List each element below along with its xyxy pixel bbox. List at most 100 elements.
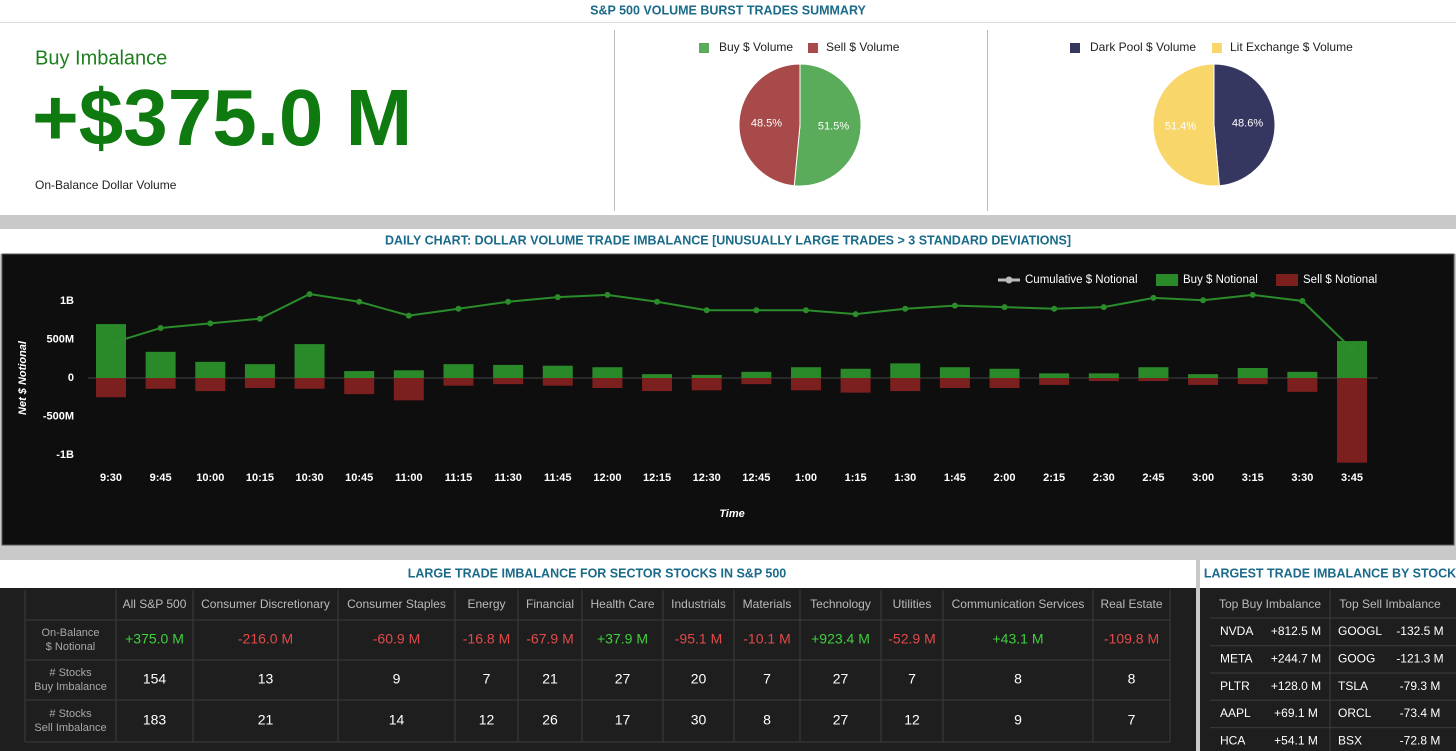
table-cell: -79.3 M [1400, 679, 1441, 693]
bar [195, 361, 226, 378]
bar [1138, 367, 1169, 378]
bar [443, 364, 474, 378]
table-cell: 27 [615, 671, 631, 687]
summary-value: +$375.0 M [32, 73, 412, 162]
x-axis-label: Time [719, 508, 744, 520]
bar [344, 371, 375, 378]
column-header: Financial [526, 597, 574, 611]
bar [1088, 378, 1119, 382]
pie-slice [738, 63, 801, 187]
x-tick-label: 11:00 [395, 472, 423, 484]
bar [790, 378, 821, 391]
bar [542, 365, 573, 378]
summary-caption: On-Balance Dollar Volume [35, 178, 177, 192]
table-cell: -72.8 M [1400, 733, 1441, 747]
line-point [604, 291, 611, 298]
pie-slice [1152, 63, 1220, 187]
bar [840, 378, 871, 393]
line-point [1150, 294, 1157, 301]
bar [1337, 378, 1367, 463]
slice-label: 48.5% [751, 117, 782, 129]
x-tick-label: 2:45 [1142, 472, 1164, 484]
legend-label: Cumulative $ Notional [1025, 274, 1138, 286]
line-point [207, 320, 214, 327]
table-cell: -67.9 M [526, 631, 573, 647]
line-point [1299, 298, 1306, 304]
bar [989, 368, 1020, 378]
bar [691, 378, 722, 391]
table-cell: 13 [258, 671, 274, 687]
table-cell: -10.1 M [743, 631, 790, 647]
x-tick-label: 10:15 [246, 472, 274, 484]
table-cell: -95.1 M [675, 631, 722, 647]
column-header: Communication Services [952, 597, 1085, 611]
pie-slice [1213, 63, 1276, 187]
x-tick-label: 12:30 [693, 472, 721, 484]
slice-label: 51.4% [1165, 120, 1196, 132]
line-point [256, 315, 263, 322]
x-tick-label: 11:15 [445, 472, 473, 484]
line-point [654, 298, 661, 305]
x-tick-label: 2:30 [1093, 472, 1115, 484]
x-tick-label: 3:45 [1341, 472, 1363, 484]
x-tick-label: 11:30 [494, 472, 522, 484]
table-title: LARGE TRADE IMBALANCE FOR SECTOR STOCKS … [408, 566, 787, 580]
x-tick-label: 1:30 [894, 472, 916, 484]
bar [642, 374, 673, 378]
bar [741, 378, 772, 385]
summary-label: Buy Imbalance [35, 47, 167, 69]
line-point [1001, 304, 1008, 311]
chart-area [1, 253, 1455, 546]
x-tick-label: 11:45 [544, 472, 572, 484]
table-cell: 27 [833, 671, 849, 687]
bar [145, 378, 176, 389]
legend-label: Sell $ Notional [1303, 274, 1377, 286]
table-cell: 7 [1128, 712, 1136, 728]
bar [393, 378, 424, 401]
table-title-bar [0, 560, 1196, 588]
line-point [108, 340, 114, 347]
x-tick-label: 12:00 [593, 472, 621, 484]
table-cell: 20 [691, 671, 707, 687]
line-point [157, 324, 164, 331]
table-cell: 8 [763, 712, 771, 728]
x-tick-label: 12:45 [742, 472, 770, 484]
column-header: Real Estate [1100, 597, 1162, 611]
x-tick-label: 3:30 [1291, 472, 1313, 484]
line-point [1200, 297, 1207, 304]
stock-table [1200, 588, 1456, 751]
sector-table [0, 588, 1196, 751]
column-header: Energy [467, 597, 505, 611]
x-tick-label: 10:45 [345, 472, 373, 484]
table-cell: 30 [691, 712, 707, 728]
table-cell: 26 [542, 712, 558, 728]
bar [96, 378, 126, 398]
x-tick-label: 2:00 [994, 472, 1016, 484]
bar [344, 378, 375, 395]
table-cell: 12 [479, 712, 495, 728]
legend-swatch [699, 43, 709, 53]
legend-swatch [1070, 43, 1080, 53]
x-tick-label: 10:00 [196, 472, 224, 484]
bar [294, 378, 325, 389]
table-cell: 21 [542, 671, 558, 687]
table-cell: 7 [763, 671, 771, 687]
column-header: Materials [743, 597, 792, 611]
bar [542, 378, 573, 386]
table-cell: +54.1 M [1274, 733, 1318, 747]
legend-swatch [1276, 274, 1298, 286]
bar [939, 378, 970, 389]
bar [790, 367, 821, 378]
table-cell: -216.0 M [238, 631, 293, 647]
line-point [753, 307, 760, 314]
bar [1188, 374, 1219, 378]
table-cell: 17 [615, 712, 631, 728]
table-cell: +128.0 M [1271, 679, 1321, 693]
table-cell: GOOGL [1338, 624, 1382, 638]
bar [493, 364, 524, 378]
bar [890, 378, 921, 392]
table-cell: 21 [258, 712, 274, 728]
table-cell: +37.9 M [597, 631, 648, 647]
